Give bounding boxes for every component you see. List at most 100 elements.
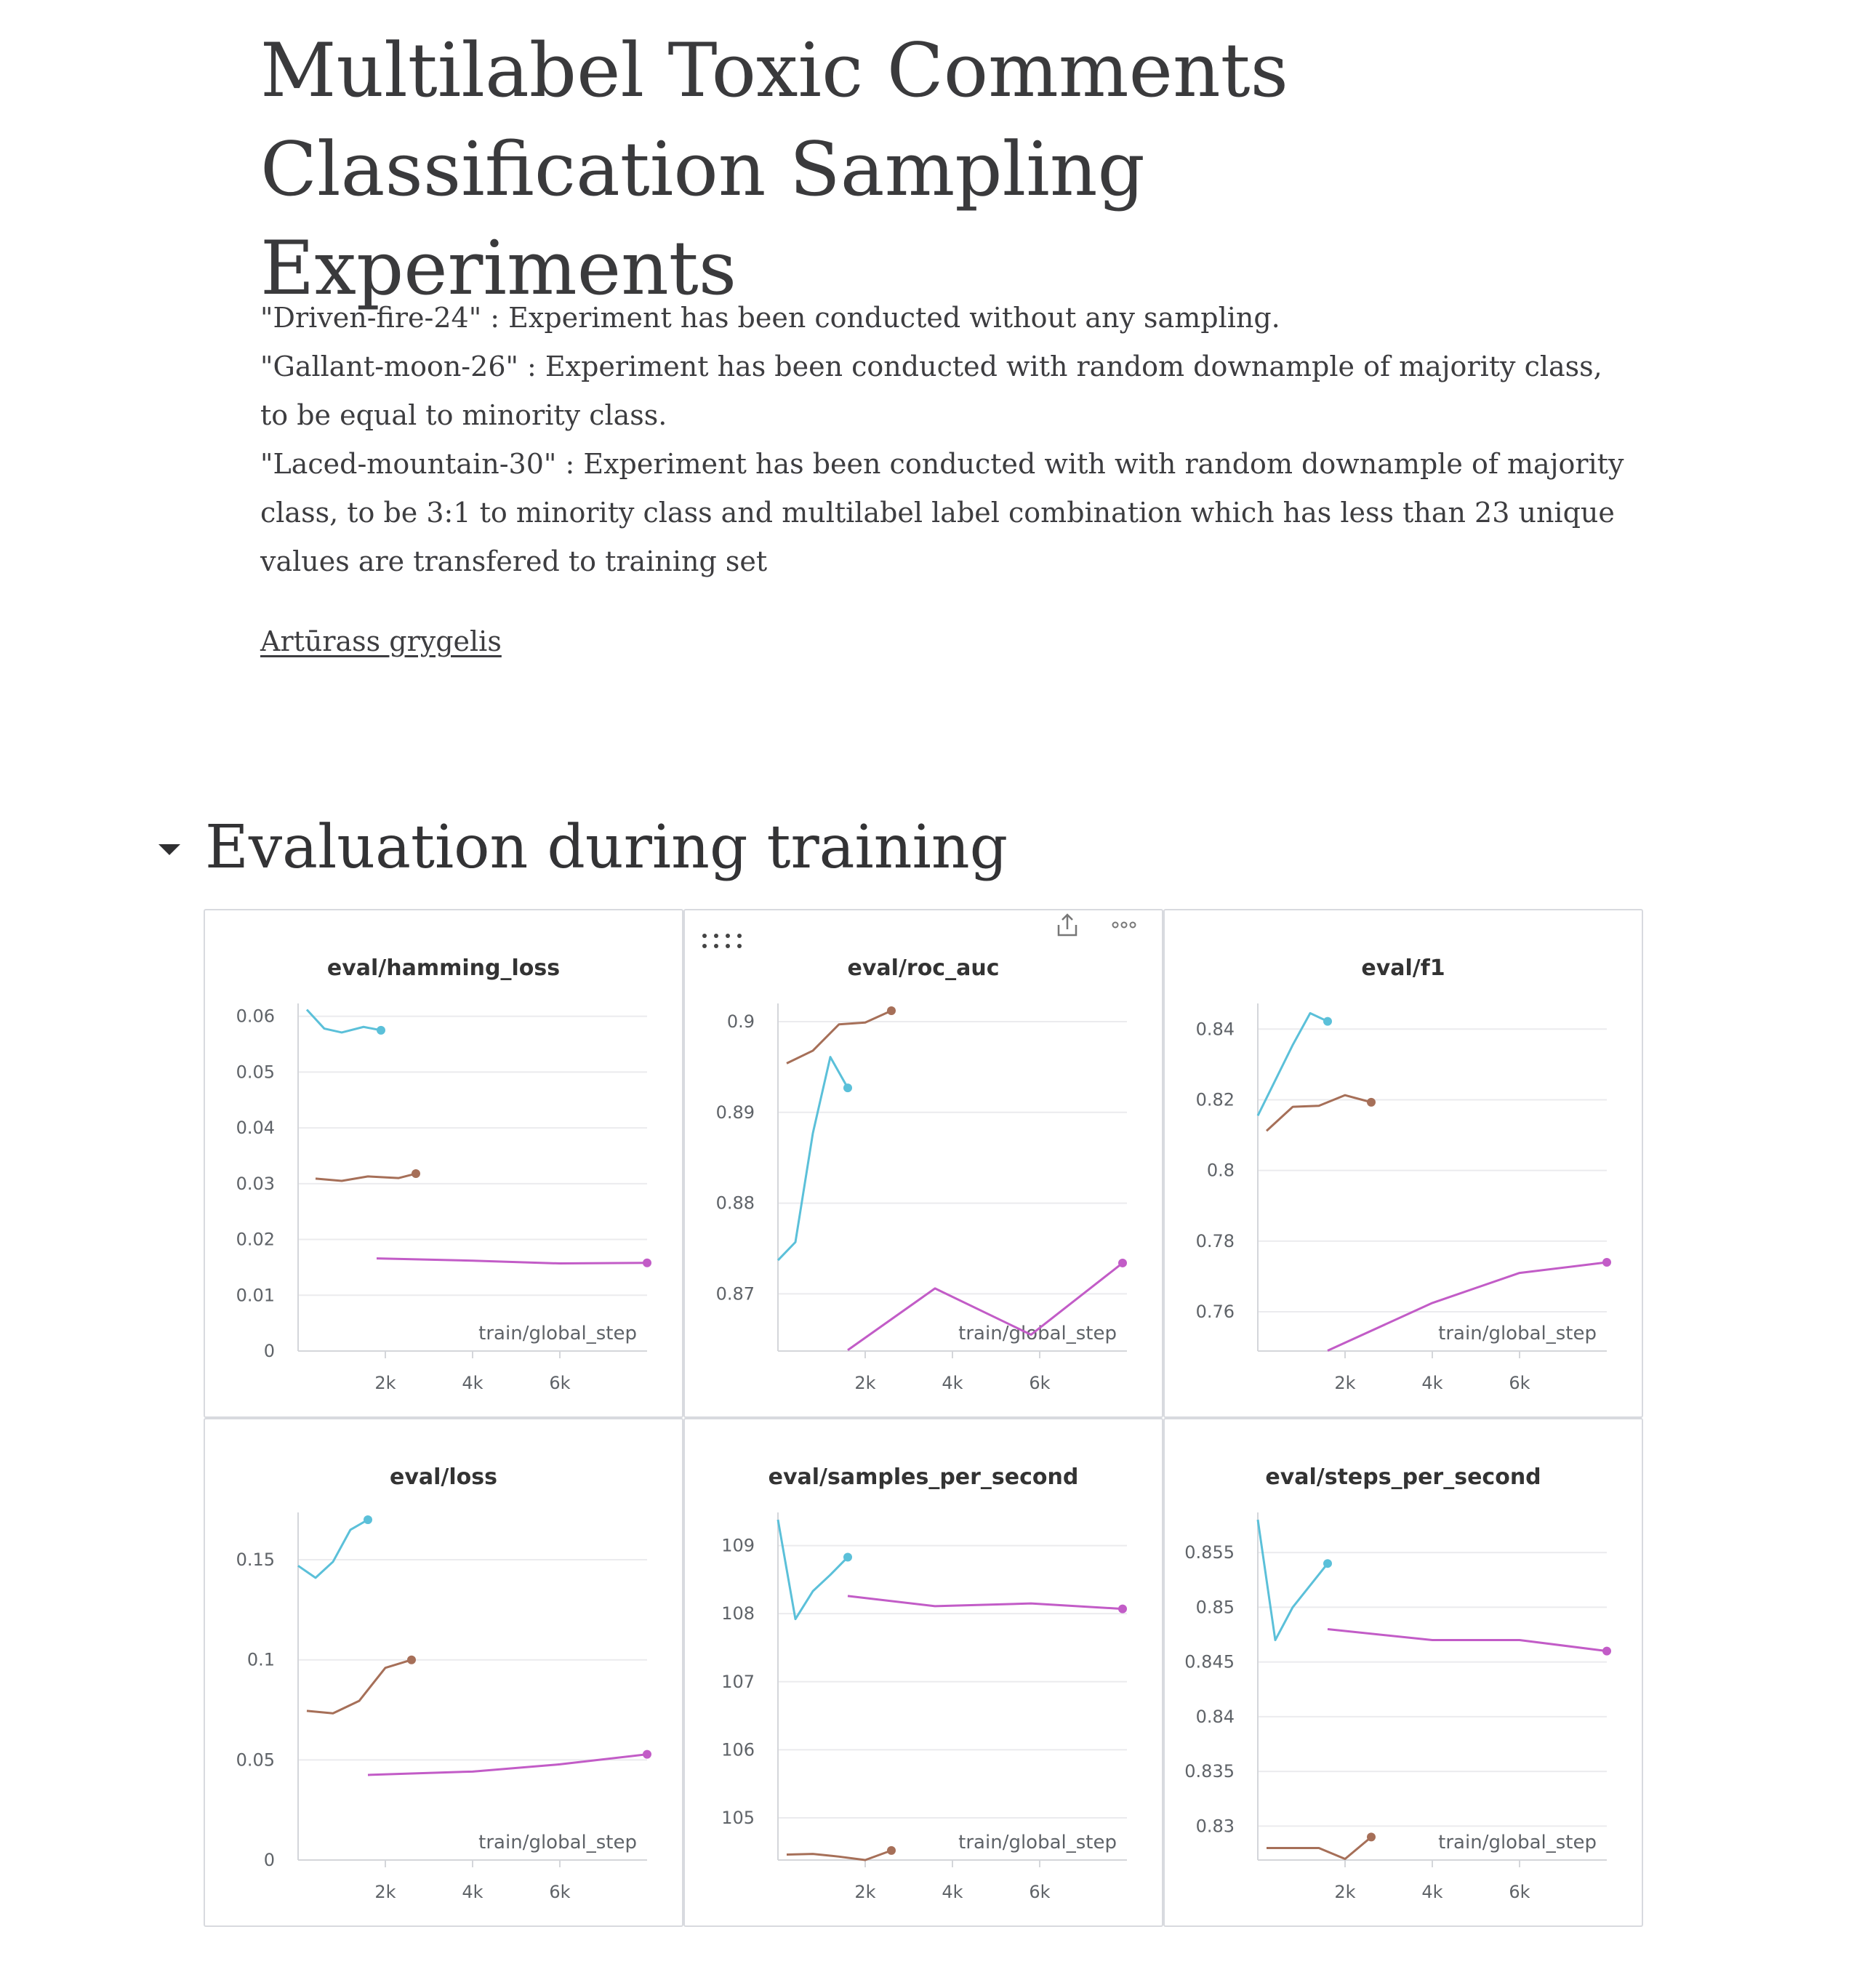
y-tick-label: 109 xyxy=(721,1536,755,1556)
series-end-point-cyan xyxy=(843,1552,852,1562)
chart-svg: 0.83 0.835 0.84 0.845 0.85 0.855 2k 4k 6k train/g… xyxy=(1184,1512,1611,1902)
drag-handle-icon[interactable] xyxy=(702,934,742,948)
x-tick-label: 6k xyxy=(1029,1882,1050,1902)
chart-panel[interactable]: eval/hamming_loss 0 0.01 0.02 0.03 0.04 0.05 0… xyxy=(204,909,683,1418)
y-tick-label: 108 xyxy=(721,1603,755,1624)
x-axis-label: train/global_step xyxy=(958,1832,1117,1853)
x-tick-label: 6k xyxy=(549,1882,570,1902)
y-tick-label: 0.855 xyxy=(1184,1542,1235,1563)
y-tick-label: 0 xyxy=(264,1850,275,1870)
y-tick-label: 0 xyxy=(264,1341,275,1361)
x-axis-label: train/global_step xyxy=(478,1832,637,1853)
caret-down-icon[interactable] xyxy=(158,843,180,855)
chart-title: eval/samples_per_second xyxy=(768,1464,1079,1490)
x-tick-label: 6k xyxy=(1509,1373,1530,1393)
series-line-magenta xyxy=(847,1595,1123,1611)
y-tick-label: 0.04 xyxy=(236,1118,275,1138)
chart-panel[interactable]: eval/steps_per_second 0.83 0.835 0.84 0.845… xyxy=(1163,1418,1643,1927)
series-end-point-brown xyxy=(887,1006,896,1015)
report-title: Multilabel Toxic Comments Classification… xyxy=(260,22,1642,318)
series-line-brown xyxy=(1265,1094,1372,1132)
x-tick-label: 2k xyxy=(854,1373,875,1393)
series-end-point-brown xyxy=(407,1655,416,1664)
series-line-magenta xyxy=(367,1753,648,1776)
x-axis-label: train/global_step xyxy=(958,1323,1117,1344)
series-line-magenta xyxy=(376,1257,648,1265)
y-tick-label: 0.05 xyxy=(236,1062,275,1082)
more-options-icon[interactable] xyxy=(1109,910,1139,939)
chart-panel[interactable]: eval/f1 0.76 0.78 0.8 0.82 0.84 2k 4k 6k train/g… xyxy=(1163,909,1643,1418)
section-title: Evaluation during training xyxy=(205,812,1008,882)
y-tick-label: 0.84 xyxy=(1196,1019,1235,1039)
x-tick-label: 2k xyxy=(374,1373,396,1393)
y-tick-label: 0.83 xyxy=(1196,1816,1235,1836)
x-axis-label: train/global_step xyxy=(478,1323,637,1344)
chart-svg: 0.76 0.78 0.8 0.82 0.84 2k 4k 6k train/global_st… xyxy=(1196,1003,1611,1393)
x-tick-label: 4k xyxy=(942,1882,963,1902)
y-tick-label: 0.05 xyxy=(236,1749,275,1770)
share-icon[interactable] xyxy=(1054,910,1080,939)
y-tick-label: 0.8 xyxy=(1207,1161,1235,1181)
report-description: "Driven-fire-24" : Experiment has been c… xyxy=(260,294,1627,586)
y-tick-label: 0.1 xyxy=(247,1650,275,1670)
x-tick-label: 2k xyxy=(854,1882,875,1902)
y-tick-label: 0.84 xyxy=(1196,1707,1235,1727)
series-line-magenta xyxy=(847,1262,1123,1351)
y-tick-label: 0.03 xyxy=(236,1174,275,1194)
chart-panel[interactable]: eval/roc_auc 0.87 0.88 0.89 0.9 2k 4k 6k train/… xyxy=(683,909,1163,1418)
chart-svg: 0.87 0.88 0.89 0.9 2k 4k 6k train/global_step xyxy=(716,1003,1127,1393)
y-tick-label: 0.76 xyxy=(1196,1302,1235,1322)
y-tick-label: 0.15 xyxy=(236,1550,275,1570)
y-tick-label: 0.85 xyxy=(1196,1597,1235,1617)
series-line-brown xyxy=(786,1009,892,1065)
y-tick-label: 0.835 xyxy=(1184,1761,1235,1781)
series-line-cyan xyxy=(1256,1011,1328,1117)
chart-title: eval/steps_per_second xyxy=(1265,1464,1541,1490)
chart-panel[interactable]: eval/loss 0 0.05 0.1 0.15 2k 4k 6k train/global… xyxy=(204,1418,683,1927)
series-line-magenta xyxy=(1327,1627,1608,1653)
x-axis-label: train/global_step xyxy=(1438,1323,1597,1344)
y-tick-label: 106 xyxy=(721,1739,755,1760)
author-link[interactable]: Artūrass grygelis xyxy=(260,625,502,657)
series-line-cyan xyxy=(1256,1519,1329,1642)
chart-panel[interactable]: eval/samples_per_second 105 106 107 108 109 2… xyxy=(683,1418,1163,1927)
x-tick-label: 6k xyxy=(1509,1882,1530,1902)
series-line-brown xyxy=(1267,1836,1372,1860)
chart-title: eval/hamming_loss xyxy=(326,955,561,981)
chart-title: eval/f1 xyxy=(1361,955,1445,981)
y-tick-label: 0.845 xyxy=(1184,1652,1235,1672)
x-tick-label: 4k xyxy=(462,1882,483,1902)
series-line-brown xyxy=(315,1172,417,1182)
chart-svg: 0 0.05 0.1 0.15 2k 4k 6k train/global_step xyxy=(236,1512,651,1902)
report-title-line-2: Classification Sampling Experiments xyxy=(260,127,1145,312)
chart-title: eval/loss xyxy=(390,1464,497,1490)
series-end-point-cyan xyxy=(843,1083,852,1093)
x-tick-label: 4k xyxy=(1421,1373,1442,1393)
series-end-point-magenta xyxy=(1602,1646,1611,1656)
series-end-point-cyan xyxy=(1323,1017,1332,1026)
chart-title: eval/roc_auc xyxy=(847,955,1000,981)
series-line-brown xyxy=(306,1659,412,1715)
y-tick-label: 0.06 xyxy=(236,1006,275,1027)
chart-svg: 0 0.01 0.02 0.03 0.04 0.05 0.06 2k 4k 6k train/glo… xyxy=(236,1003,651,1393)
y-tick-label: 0.82 xyxy=(1196,1089,1235,1110)
x-tick-label: 4k xyxy=(942,1373,963,1393)
section-header[interactable]: Evaluation during training xyxy=(158,807,1008,887)
series-end-point-brown xyxy=(1367,1832,1376,1842)
series-end-point-magenta xyxy=(1118,1258,1127,1267)
y-tick-label: 0.78 xyxy=(1196,1231,1235,1251)
series-end-point-brown xyxy=(887,1845,896,1855)
series-line-cyan xyxy=(776,1056,849,1262)
series-line-magenta xyxy=(1327,1261,1608,1352)
x-tick-label: 6k xyxy=(549,1373,570,1393)
series-end-point-brown xyxy=(1367,1097,1376,1107)
series-end-point-brown xyxy=(412,1169,420,1179)
series-line-cyan xyxy=(776,1519,849,1621)
x-tick-label: 2k xyxy=(1334,1373,1355,1393)
x-axis-label: train/global_step xyxy=(1438,1832,1597,1853)
series-line-cyan xyxy=(297,1518,369,1579)
x-tick-label: 2k xyxy=(374,1882,396,1902)
y-tick-label: 105 xyxy=(721,1808,755,1828)
x-tick-label: 2k xyxy=(1334,1882,1355,1902)
series-line-cyan xyxy=(305,1009,382,1034)
